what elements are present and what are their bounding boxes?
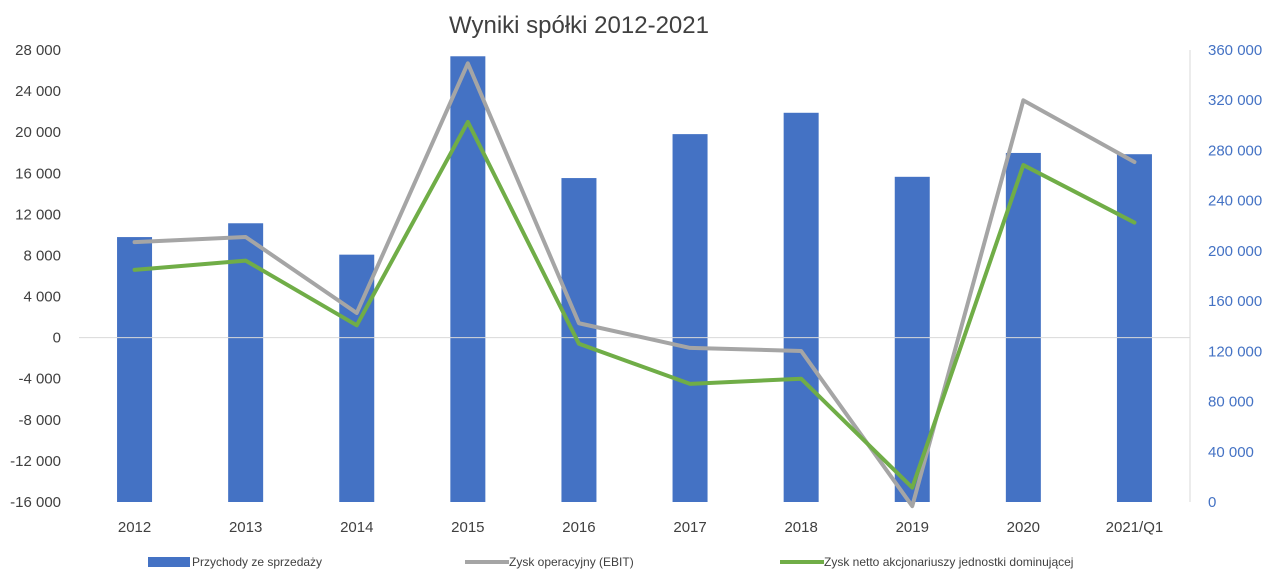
legend-swatch-bar	[148, 557, 190, 567]
revenue-bar	[1005, 152, 1041, 502]
x-tick-label: 2015	[451, 519, 484, 536]
revenue-bar	[1116, 154, 1152, 502]
x-tick-label: 2017	[673, 519, 706, 536]
revenue-bar	[672, 134, 708, 502]
revenue-bar	[339, 254, 375, 502]
left-tick-label: 0	[53, 330, 61, 347]
legend-label: Zysk operacyjny (EBIT)	[509, 555, 634, 569]
legend-label: Przychody ze sprzedaży	[192, 555, 322, 569]
left-tick-label: 4 000	[23, 289, 61, 306]
right-tick-label: 200 000	[1208, 243, 1262, 260]
right-tick-label: 240 000	[1208, 193, 1262, 210]
chart-title: Wyniki spółki 2012-2021	[449, 12, 709, 39]
left-tick-label: 20 000	[15, 124, 61, 141]
revenue-bars	[117, 56, 1152, 503]
x-tick-label: 2021/Q1	[1106, 519, 1164, 536]
x-axis: 2012 2013 2014 2015 2016 2017 2018 2019 2020 2021…	[118, 519, 1163, 536]
left-tick-label: -16 000	[10, 494, 61, 511]
right-tick-label: 320 000	[1208, 92, 1262, 109]
right-tick-label: 120 000	[1208, 343, 1262, 360]
right-axis: 0 40 000 80 000 120 000 160 000 200 000 240 00…	[1208, 42, 1262, 511]
x-tick-label: 2013	[229, 519, 262, 536]
x-tick-label: 2019	[896, 519, 929, 536]
left-axis: -16 000 -12 000 -8 000 -4 000 0 4 000 8 000 12 …	[10, 42, 61, 511]
left-tick-label: 12 000	[15, 206, 61, 223]
x-tick-label: 2020	[1007, 519, 1040, 536]
line-series	[132, 61, 1137, 509]
left-tick-label: 24 000	[15, 83, 61, 100]
revenue-bar	[783, 112, 819, 503]
x-tick-label: 2014	[340, 519, 373, 536]
left-tick-label: 28 000	[15, 42, 61, 59]
net-profit-line	[132, 119, 1137, 490]
right-tick-label: 40 000	[1208, 444, 1254, 461]
left-tick-label: -8 000	[18, 412, 61, 429]
revenue-bar	[450, 56, 486, 503]
left-tick-label: 16 000	[15, 165, 61, 182]
revenue-bar	[117, 237, 153, 503]
right-tick-label: 280 000	[1208, 142, 1262, 159]
right-tick-label: 80 000	[1208, 394, 1254, 411]
left-tick-label: -12 000	[10, 453, 61, 470]
right-tick-label: 160 000	[1208, 293, 1262, 310]
left-tick-label: 8 000	[23, 247, 61, 264]
right-tick-label: 0	[1208, 494, 1216, 511]
ebit-line	[132, 61, 1137, 509]
right-tick-label: 360 000	[1208, 42, 1262, 59]
legend: Przychody ze sprzedaży Zysk operacyjny (E…	[148, 555, 1073, 569]
x-tick-label: 2016	[562, 519, 595, 536]
x-tick-label: 2012	[118, 519, 151, 536]
x-tick-label: 2018	[784, 519, 817, 536]
legend-label: Zysk netto akcjonariuszy jednostki domin…	[824, 555, 1073, 569]
revenue-bar	[228, 223, 264, 502]
left-tick-label: -4 000	[18, 371, 61, 388]
